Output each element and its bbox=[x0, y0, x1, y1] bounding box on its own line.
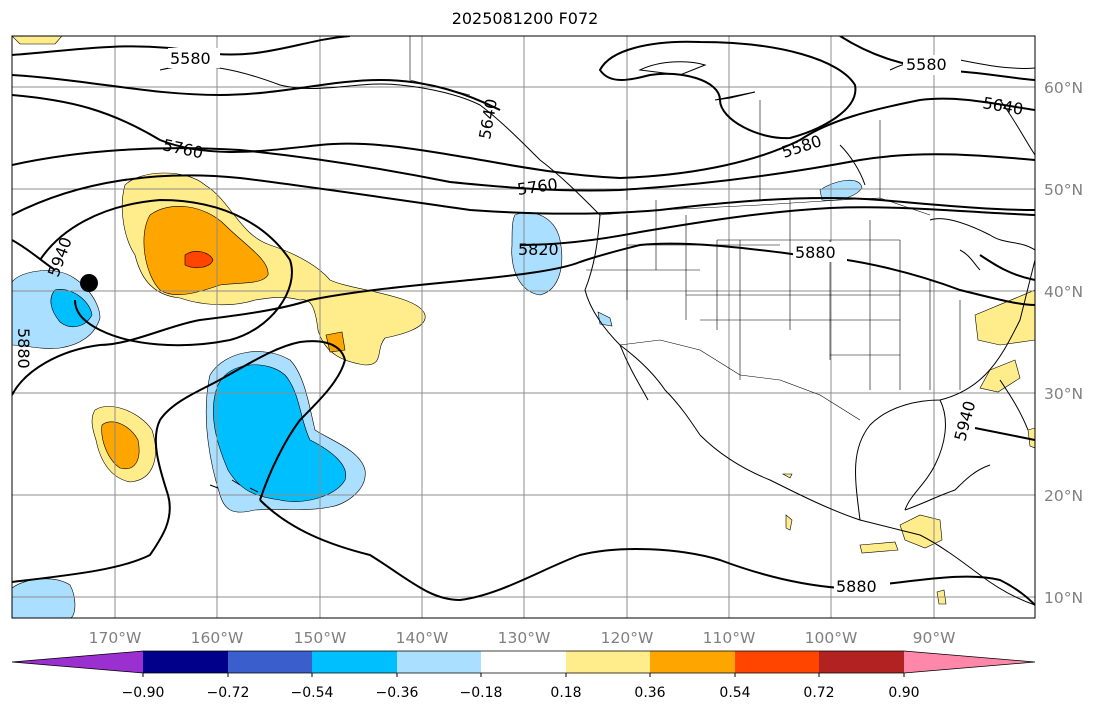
colorbar-tick-label: −0.18 bbox=[460, 685, 503, 701]
lon-label: 140°W bbox=[396, 629, 449, 647]
longitude-labels: 170°W 160°W 150°W 140°W 130°W 120°W 110°… bbox=[89, 629, 956, 647]
colorbar-segment bbox=[312, 651, 397, 673]
colorbar-extend-min bbox=[12, 651, 143, 673]
colorbar-segment bbox=[650, 651, 735, 673]
colorbar-segment bbox=[228, 651, 312, 673]
lat-label: 10°N bbox=[1044, 589, 1083, 607]
colorbar-tick-label: −0.90 bbox=[122, 685, 165, 701]
coastlines bbox=[159, 57, 1035, 606]
lon-label: 110°W bbox=[703, 629, 756, 647]
contour-label: 5880 bbox=[836, 577, 877, 596]
contour-label: 5880 bbox=[795, 243, 836, 262]
map-panel: 5580 5580 5580 5640 5640 5760 5760 5820 … bbox=[12, 36, 1035, 618]
colorbar-tick-label: −0.72 bbox=[207, 685, 250, 701]
colorbar-labels: −0.90 −0.72 −0.54 −0.36 −0.18 0.18 0.36 … bbox=[122, 685, 920, 701]
colorbar bbox=[11, 650, 1036, 677]
colorbar-segment bbox=[735, 651, 819, 673]
colorbar-segment bbox=[819, 651, 904, 673]
map-border bbox=[11, 35, 1036, 619]
lat-label: 60°N bbox=[1044, 79, 1083, 97]
lon-label: 150°W bbox=[294, 629, 347, 647]
colorbar-tick-label: 0.36 bbox=[634, 685, 665, 701]
lat-label: 20°N bbox=[1044, 487, 1083, 505]
colorbar-tick-label: 0.72 bbox=[803, 685, 834, 701]
contour-label: 5580 bbox=[170, 49, 211, 68]
colorbar-tick-label: −0.54 bbox=[291, 685, 334, 701]
colorbar-tick-label: 0.54 bbox=[719, 685, 750, 701]
storm-position-dot bbox=[80, 274, 98, 292]
contour-label: 5580 bbox=[906, 55, 947, 74]
contour-label: 5820 bbox=[518, 240, 559, 259]
lon-label: 90°W bbox=[913, 629, 956, 647]
colorbar-segment bbox=[143, 651, 228, 673]
colorbar-segment bbox=[481, 651, 566, 673]
colorbar-segment bbox=[566, 651, 650, 673]
lat-label: 30°N bbox=[1044, 385, 1083, 403]
map-title: 2025081200 F072 bbox=[451, 9, 599, 28]
colorbar-extend-max bbox=[904, 651, 1035, 673]
lat-label: 40°N bbox=[1044, 283, 1083, 301]
colorbar-tick-label: 0.18 bbox=[550, 685, 581, 701]
lon-label: 100°W bbox=[805, 629, 858, 647]
lon-label: 130°W bbox=[498, 629, 551, 647]
colorbar-tick-label: −0.36 bbox=[376, 685, 419, 701]
lat-label: 50°N bbox=[1044, 181, 1083, 199]
colorbar-segment bbox=[397, 651, 481, 673]
gridlines bbox=[12, 36, 1035, 618]
colorbar-tick-label: 0.90 bbox=[888, 685, 919, 701]
anomaly-shading bbox=[12, 36, 1035, 618]
lon-label: 120°W bbox=[601, 629, 654, 647]
lon-label: 170°W bbox=[89, 629, 142, 647]
latitude-labels: 60°N 50°N 40°N 30°N 20°N 10°N bbox=[1044, 79, 1083, 607]
contour-label: 5880 bbox=[14, 328, 33, 369]
lon-label: 160°W bbox=[191, 629, 244, 647]
